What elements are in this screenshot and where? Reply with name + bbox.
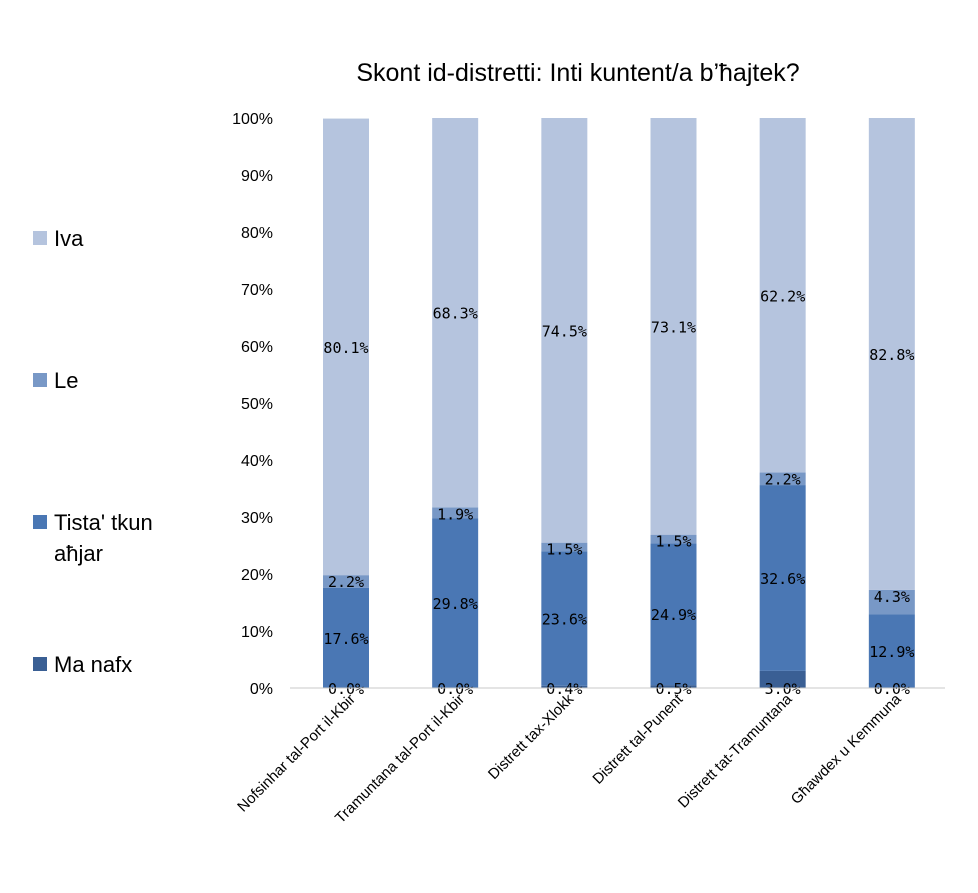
y-tick-label: 80% xyxy=(241,225,273,242)
bar-segment xyxy=(432,507,479,519)
legend: Iva Le Tista' tkun aħjar Ma nafx xyxy=(33,226,153,677)
bar-segment xyxy=(650,543,697,686)
y-tick-label: 90% xyxy=(241,168,273,185)
bar-segment xyxy=(541,542,588,552)
bar-segment xyxy=(323,587,369,688)
data-label: 1.5% xyxy=(655,533,691,551)
data-label: 68.3% xyxy=(433,305,478,323)
data-label: 32.6% xyxy=(760,570,805,588)
data-label: 1.5% xyxy=(546,541,582,559)
bar-segment xyxy=(432,118,479,508)
bar-segment xyxy=(541,118,588,543)
data-label: 29.8% xyxy=(433,595,478,613)
bar-segment xyxy=(650,534,697,544)
y-tick-label: 40% xyxy=(241,453,273,470)
x-tick-label: Distrett tal-Punent xyxy=(589,690,686,787)
bar-segment xyxy=(868,614,915,688)
legend-label: Le xyxy=(54,368,78,393)
data-label: 2.2% xyxy=(765,471,801,489)
data-label: 0.5% xyxy=(655,680,691,698)
data-label: 80.1% xyxy=(323,339,368,357)
plot-area: 0.0% 17.6% 2.2% 80.1% 0.0% 29.8% 1.9% 68.3% 0.4%… xyxy=(323,118,915,698)
data-label: 0.0% xyxy=(874,680,910,698)
legend-swatch xyxy=(33,657,47,671)
data-label: 1.9% xyxy=(437,505,473,523)
bar-segment xyxy=(323,575,369,588)
bar-segment xyxy=(759,485,806,671)
data-label: 62.2% xyxy=(760,287,805,305)
data-label: 12.9% xyxy=(869,643,914,661)
bar-segment xyxy=(650,118,697,535)
legend-label: Tista' tkun xyxy=(54,510,153,535)
bar-segment xyxy=(323,118,369,576)
data-label: 2.2% xyxy=(328,573,364,591)
data-label: 3.0% xyxy=(765,680,801,698)
y-tick-label: 60% xyxy=(241,339,273,356)
legend-swatch xyxy=(33,515,47,529)
data-label: 4.3% xyxy=(874,588,910,606)
x-tick-label: Distrett tax-Xlokk xyxy=(485,690,578,783)
data-label: 74.5% xyxy=(542,322,587,340)
y-tick-label: 20% xyxy=(241,567,273,584)
y-tick-label: 50% xyxy=(241,396,273,413)
x-tick-label: Distrett tat-Tramuntana xyxy=(675,690,796,811)
legend-swatch xyxy=(33,231,47,245)
x-tick-label: Għawdex u Kemmuna xyxy=(788,690,905,807)
y-tick-label: 10% xyxy=(241,624,273,641)
x-tick-label: Tramuntana tal-Port il-Kbir xyxy=(332,691,468,827)
bar-segment xyxy=(868,118,915,590)
bar-segment xyxy=(432,518,479,688)
data-label: 17.6% xyxy=(323,630,368,648)
x-tick-label: Nofsinhar tal-Port il-Kbir xyxy=(234,691,359,816)
y-tick-label: 70% xyxy=(241,282,273,299)
chart-title: Skont id-distretti: Inti kuntent/a b’ħaj… xyxy=(356,59,799,87)
bar-segment xyxy=(868,589,915,615)
bar-segment xyxy=(541,551,588,686)
legend-label: aħjar xyxy=(54,541,103,566)
bar-segment xyxy=(759,118,806,473)
bar-segment xyxy=(759,472,806,486)
y-tick-label: 100% xyxy=(232,111,273,128)
y-tick-label: 30% xyxy=(241,510,273,527)
bar-segment xyxy=(650,685,697,688)
legend-label: Iva xyxy=(54,226,84,251)
y-tick-label: 0% xyxy=(250,681,273,698)
data-label: 24.9% xyxy=(651,606,696,624)
bar-segment xyxy=(541,685,588,688)
data-label: 73.1% xyxy=(651,318,696,336)
data-label: 23.6% xyxy=(542,610,587,628)
data-label: 0.0% xyxy=(437,680,473,698)
bar-segment xyxy=(759,670,806,688)
y-axis: 0% 10% 20% 30% 40% 50% 60% 70% 80% 90% 100% xyxy=(232,111,273,698)
legend-swatch xyxy=(33,373,47,387)
data-label: 0.0% xyxy=(328,680,364,698)
data-label: 0.4% xyxy=(546,680,582,698)
legend-label: Ma nafx xyxy=(54,652,132,677)
data-label: 82.8% xyxy=(869,346,914,364)
